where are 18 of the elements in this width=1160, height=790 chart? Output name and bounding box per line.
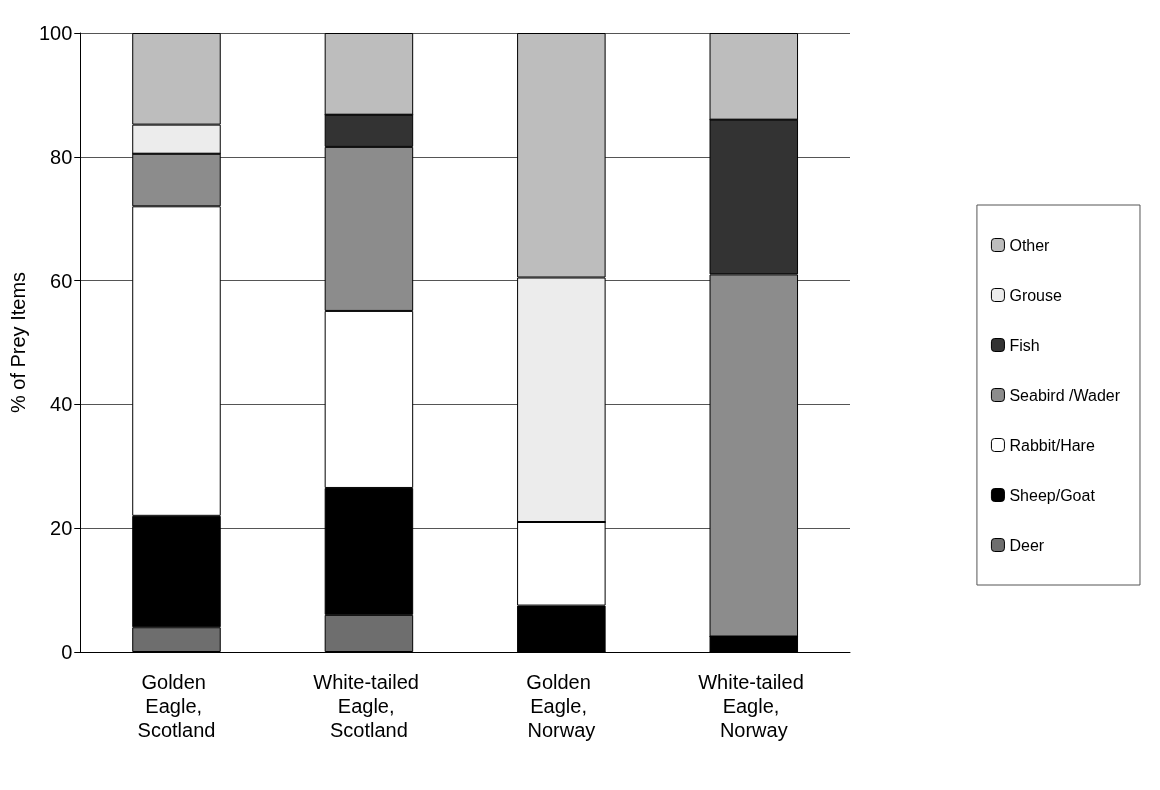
x-tick-label: Golden Eagle, Norway bbox=[526, 671, 597, 741]
legend-label: Seabird /Wader bbox=[1009, 386, 1121, 404]
y-axis-title: % of Prey Items bbox=[7, 271, 29, 414]
legend-label: Grouse bbox=[1009, 286, 1062, 304]
y-tick-label: 60 bbox=[50, 269, 73, 292]
x-tick-label: Golden Eagle, Scotland bbox=[137, 671, 216, 741]
x-tick-label: White-tailed Eagle, Norway bbox=[698, 671, 810, 741]
y-tick-label: 80 bbox=[50, 145, 73, 168]
legend-label: Sheep/Goat bbox=[1009, 486, 1096, 504]
y-tick-label: 20 bbox=[50, 517, 73, 540]
y-tick-label: 0 bbox=[61, 641, 73, 663]
y-tick-label: 100 bbox=[38, 22, 73, 44]
x-tick-label: White-tailed Eagle, Scotland bbox=[313, 671, 425, 741]
legend-label: Rabbit/Hare bbox=[1009, 436, 1095, 454]
y-tick-label: 40 bbox=[50, 393, 73, 416]
legend-label: Other bbox=[1009, 236, 1051, 254]
legend-label: Deer bbox=[1009, 536, 1045, 554]
legend-label: Fish bbox=[1009, 336, 1040, 354]
